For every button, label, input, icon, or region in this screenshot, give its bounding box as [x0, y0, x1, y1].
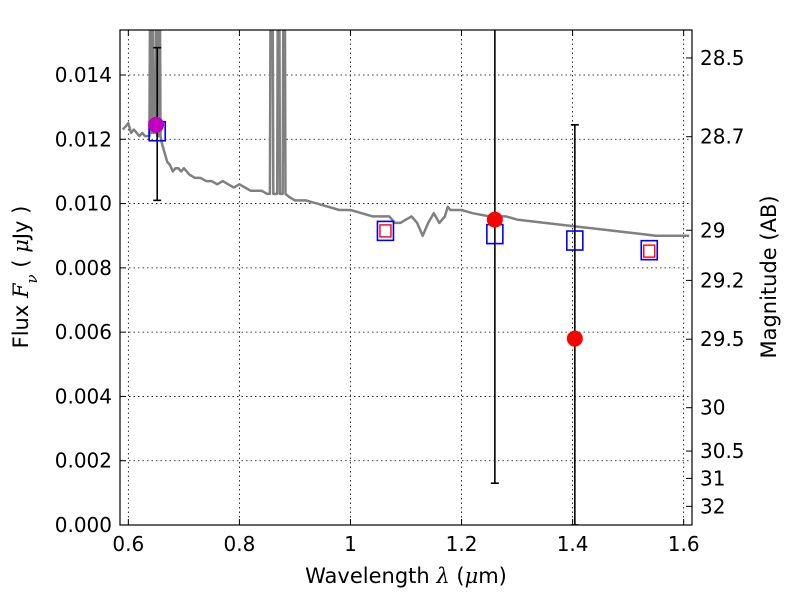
x-tick-label-1: 0.8 — [223, 532, 255, 556]
plot-area — [121, 30, 690, 525]
axes: 0.6 0.8 1 1.2 1.4 1.6 0.000 0.002 0.004 0.006 0.00… — [55, 30, 745, 556]
square-blue-point-1 — [376, 220, 395, 242]
x-axis-unit-open: ( — [450, 564, 465, 588]
y-tick-label-3: 0.006 — [55, 320, 112, 344]
mag-tick-label-6: 30.5 — [700, 439, 745, 463]
mag-tick-label-1: 28.7 — [700, 125, 745, 149]
mag-tick-label-3: 29.2 — [700, 268, 745, 292]
error-bar-2 — [570, 124, 579, 525]
y-tick-label-0: 0.000 — [55, 513, 112, 537]
x-axis-label: Wavelength λ (μm) — [305, 564, 507, 588]
x-axis-mu: μ — [465, 564, 479, 588]
y-tick-label-1: 0.002 — [55, 449, 112, 473]
x-tick-label-4: 1.4 — [557, 532, 589, 556]
mag-tick-label-8: 32 — [700, 494, 725, 518]
mag-tick-label-5: 30 — [700, 396, 725, 420]
x-tick-label-2: 1 — [344, 532, 357, 556]
x-axis-lambda: λ — [435, 564, 449, 588]
circle-magenta-point-0 — [148, 116, 165, 133]
square-red-small-point-0 — [379, 224, 392, 238]
x-tick-label-5: 1.6 — [668, 532, 700, 556]
y-axis-unit-open: ( — [9, 253, 33, 275]
square-blue-point-4 — [640, 239, 659, 261]
plot-frame — [119, 29, 693, 526]
circle-red-point-1 — [566, 330, 583, 347]
y-axis-nu: ν — [23, 274, 41, 283]
y-tick-label-5: 0.010 — [55, 192, 112, 216]
y-tick-label-6: 0.012 — [55, 127, 112, 151]
mag-tick-label-0: 28.5 — [700, 46, 745, 70]
mag-tick-label-4: 29.5 — [700, 327, 745, 351]
circle-red-point-0 — [486, 211, 503, 228]
y-tick-label-7: 0.014 — [55, 63, 112, 87]
x-tick-label-0: 0.6 — [112, 532, 144, 556]
mag-tick-label-2: 29 — [700, 218, 725, 242]
x-tick-label-3: 1.2 — [446, 532, 478, 556]
y-axis-mu: μ — [9, 239, 33, 253]
y-tick-label-2: 0.004 — [55, 384, 112, 408]
mag-tick-label-7: 31 — [700, 466, 725, 490]
right-axis-label: Magnitude (AB) — [757, 195, 781, 358]
y-axis-f: F — [9, 282, 33, 299]
square-blue-point-3 — [566, 230, 584, 251]
x-axis-label-text: Wavelength — [305, 564, 436, 588]
x-axis-unit-close: m) — [478, 564, 507, 588]
y-tick-label-4: 0.008 — [55, 256, 112, 280]
error-bar-1 — [490, 30, 499, 485]
y-axis-label-text: Flux — [9, 298, 33, 348]
y-axis-label: Flux Fν ( μJy ) — [9, 206, 41, 349]
model-sed-line — [121, 30, 690, 237]
square-red-small-point-1 — [643, 244, 656, 258]
grid — [120, 30, 692, 526]
y-axis-unit-close: Jy ) — [9, 206, 33, 242]
